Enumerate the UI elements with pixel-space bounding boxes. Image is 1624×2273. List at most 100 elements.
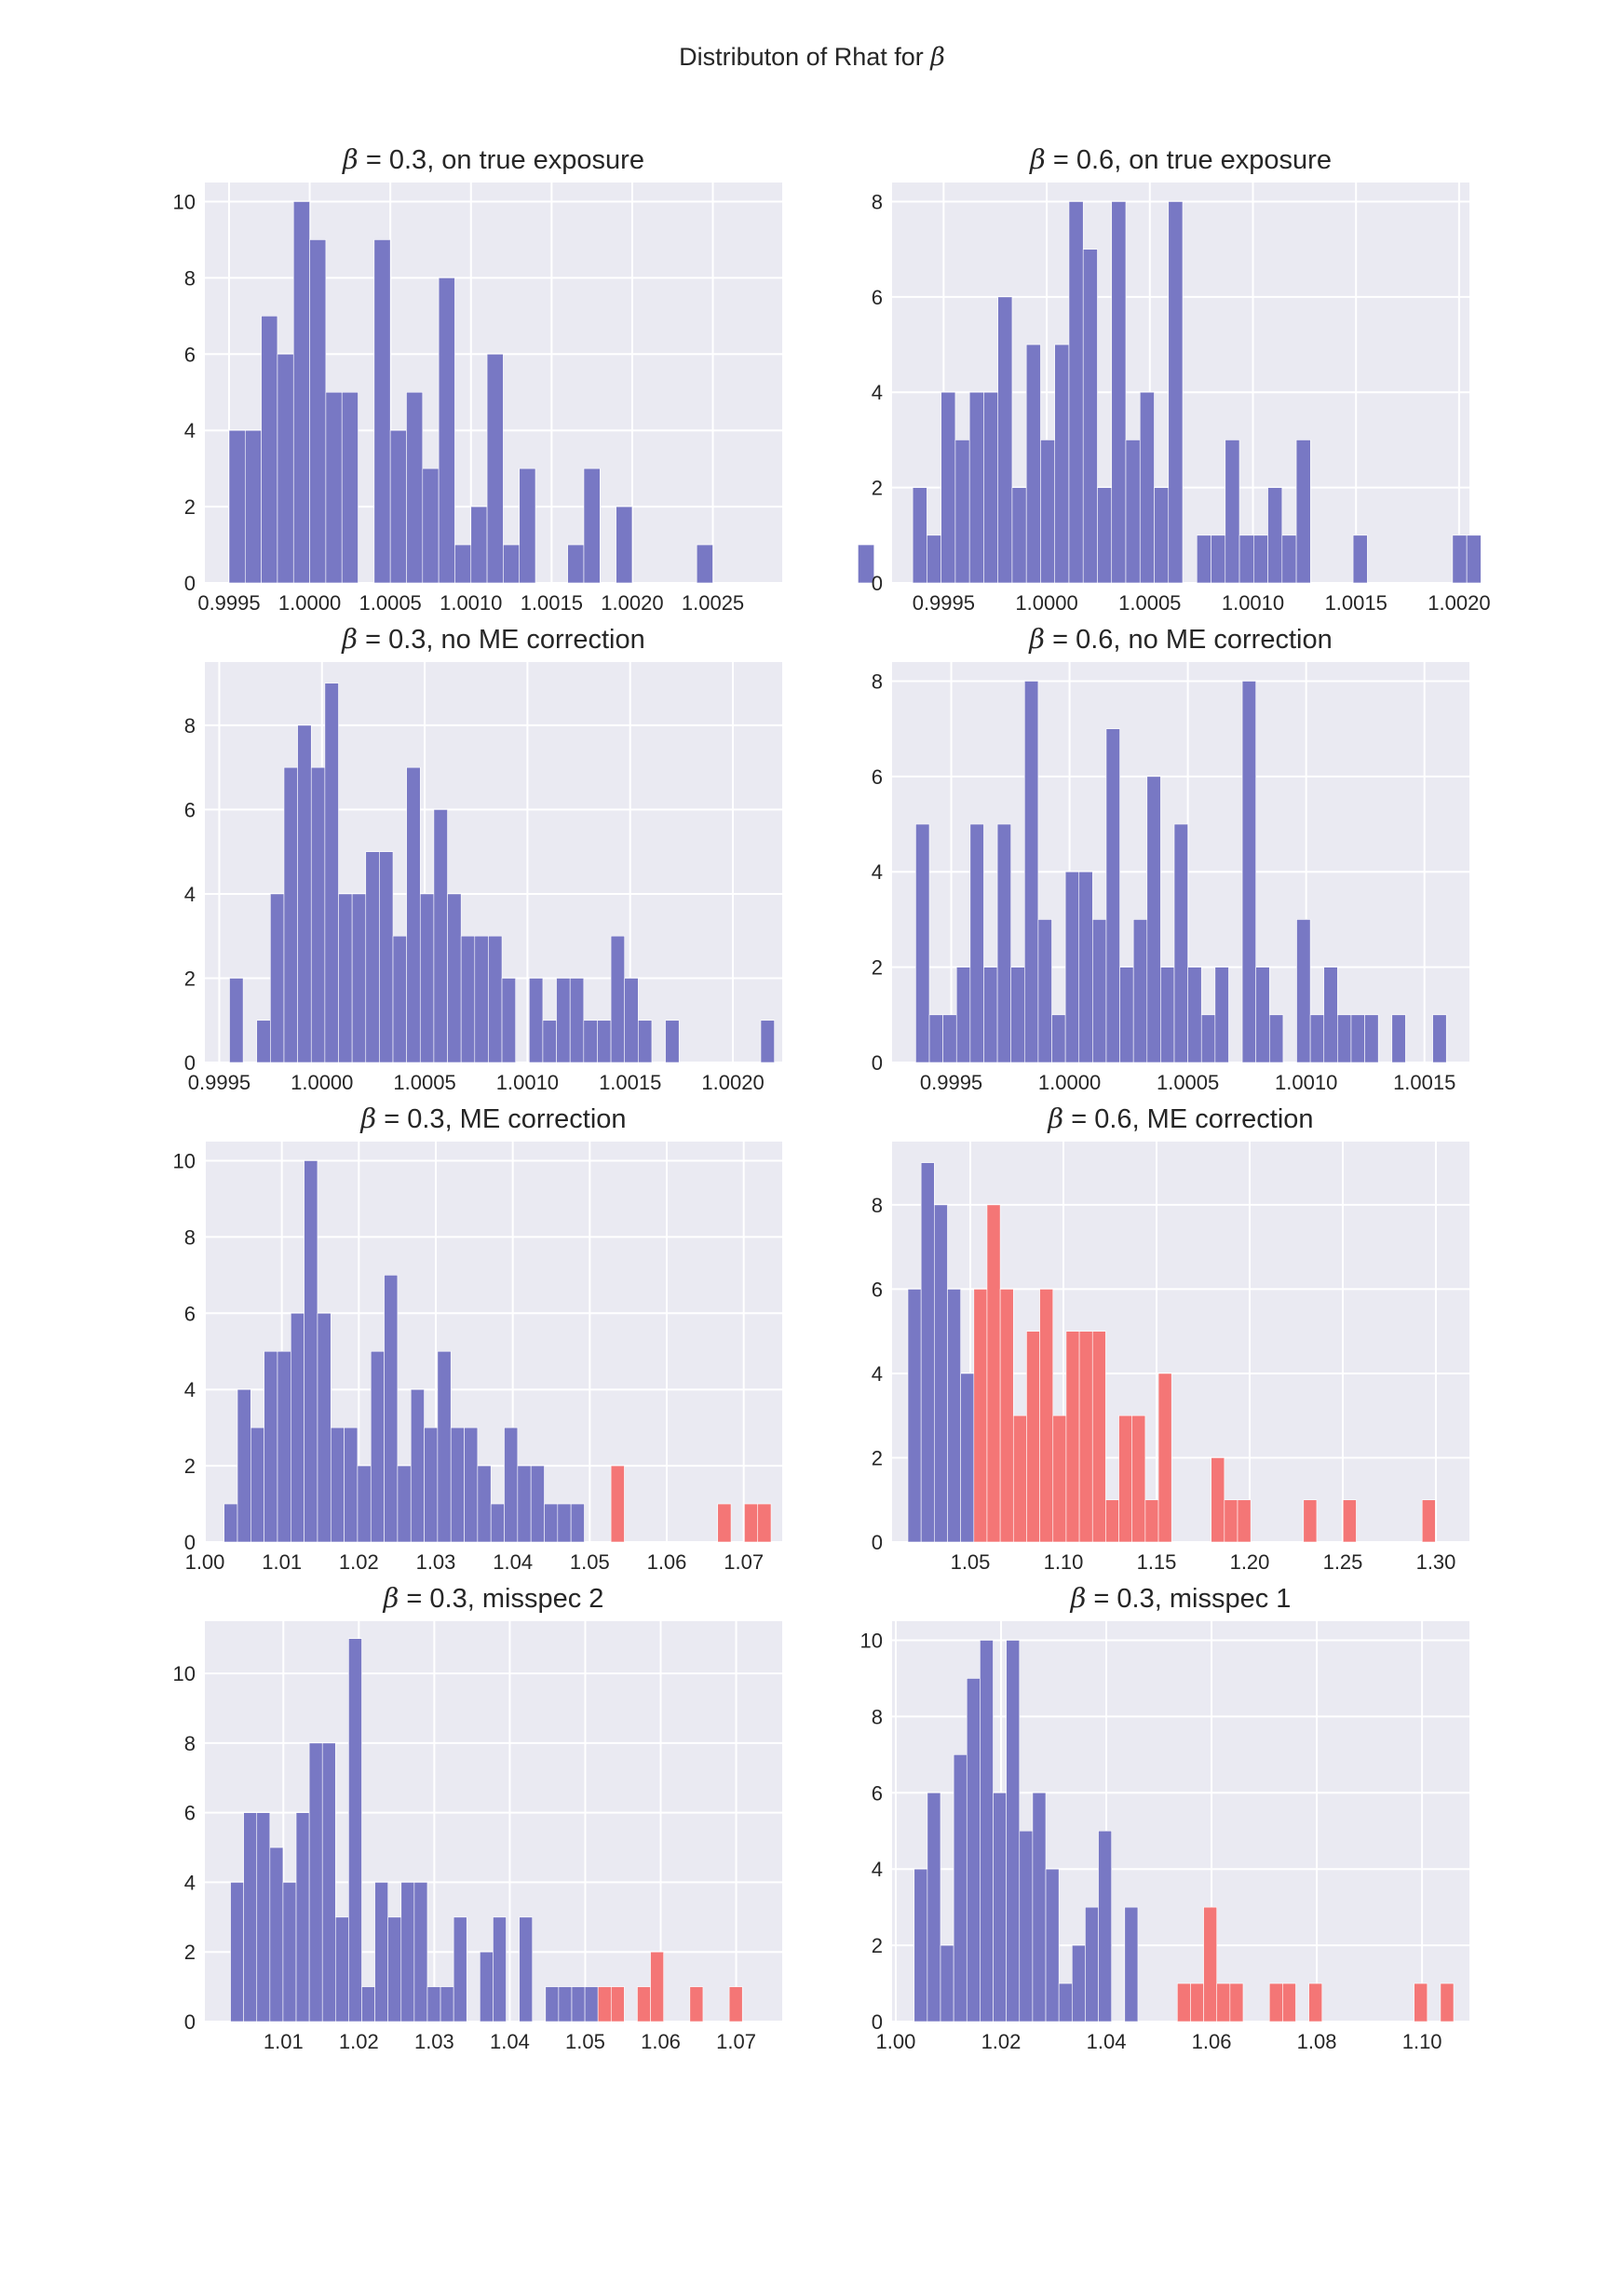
histogram-bar bbox=[1352, 534, 1368, 584]
histogram-bar-high-rhat bbox=[637, 1986, 651, 2023]
histogram-bar bbox=[1097, 487, 1113, 584]
histogram-bar bbox=[309, 239, 327, 584]
histogram-bar bbox=[341, 391, 359, 584]
histogram-bar bbox=[597, 1020, 612, 1063]
histogram-bar bbox=[261, 316, 278, 584]
histogram-bar-high-rhat bbox=[1065, 1331, 1080, 1543]
histogram-bar bbox=[454, 544, 472, 584]
histogram-bar bbox=[665, 1020, 680, 1063]
histogram-bar bbox=[696, 544, 713, 584]
histogram-bar bbox=[228, 429, 246, 584]
histogram-bar bbox=[413, 1882, 428, 2023]
histogram-bar bbox=[325, 391, 343, 584]
histogram-bar-high-rhat bbox=[1052, 1414, 1067, 1543]
histogram-panel-me-correction-beta-0.3: 1.00 1.01 1.02 1.03 1.04 1.05 1.06 1.07 0 2 4 6 8 10 β… bbox=[173, 1103, 782, 1574]
panel-title-value: = 0.6 bbox=[1045, 625, 1113, 655]
suptitle-text: Distributon of Rhat for bbox=[679, 43, 924, 71]
histogram-bar bbox=[244, 429, 262, 584]
x-tick-label: 1.00 bbox=[185, 1550, 225, 1574]
x-tick-label: 1.0010 bbox=[496, 1071, 559, 1094]
histogram-bar-high-rhat bbox=[1203, 1906, 1218, 2023]
histogram-bar bbox=[542, 1020, 557, 1063]
histogram-bar-high-rhat bbox=[999, 1289, 1014, 1543]
y-tick-label: 10 bbox=[173, 1662, 196, 1685]
panel-title-label: , ME correction bbox=[445, 1104, 627, 1134]
x-tick-label: 0.9995 bbox=[188, 1071, 250, 1094]
histogram-bar bbox=[460, 935, 476, 1063]
histogram-bar bbox=[947, 1289, 961, 1543]
panel-title-value: = 0.3 bbox=[1086, 1584, 1154, 1614]
panel-title-label: , on true exposure bbox=[426, 145, 644, 175]
histogram-bar bbox=[914, 1868, 928, 2023]
histogram-bar bbox=[969, 823, 984, 1063]
histogram-bar bbox=[477, 1465, 492, 1543]
histogram-bar-high-rhat bbox=[728, 1986, 743, 2023]
histogram-bar bbox=[335, 1916, 349, 2023]
histogram-bar-high-rhat bbox=[610, 1986, 625, 2023]
histogram-bar bbox=[406, 391, 424, 584]
histogram-bar bbox=[488, 935, 503, 1063]
histogram-bar bbox=[1154, 487, 1170, 584]
histogram-bar bbox=[858, 544, 875, 584]
x-tick-label: 1.08 bbox=[1297, 2030, 1337, 2053]
histogram-bar bbox=[583, 467, 601, 584]
histogram-bar bbox=[1432, 1014, 1447, 1063]
histogram-bar bbox=[283, 766, 298, 1063]
histogram-bar bbox=[277, 1350, 291, 1543]
y-tick-label: 2 bbox=[184, 1941, 196, 1964]
panel-title-symbol: β bbox=[359, 1103, 376, 1134]
x-tick-label: 1.02 bbox=[339, 1550, 379, 1574]
histogram-bar bbox=[480, 1951, 494, 2023]
x-tick-label: 1.0015 bbox=[1325, 591, 1387, 615]
histogram-bar bbox=[357, 1465, 372, 1543]
histogram-bar bbox=[1160, 967, 1175, 1063]
y-tick-label: 4 bbox=[184, 419, 196, 442]
histogram-bar bbox=[993, 1792, 1007, 2023]
histogram-bar-high-rhat bbox=[1342, 1499, 1357, 1543]
histogram-bar bbox=[1119, 967, 1134, 1063]
histogram-bar bbox=[968, 391, 984, 584]
histogram-bar bbox=[1037, 919, 1052, 1063]
histogram-bar bbox=[440, 1986, 454, 2023]
histogram-bar bbox=[447, 893, 462, 1063]
histogram-bar bbox=[927, 534, 941, 584]
y-tick-label: 10 bbox=[860, 1629, 883, 1652]
x-tick-label: 1.30 bbox=[1416, 1550, 1456, 1574]
x-tick-label: 1.0015 bbox=[599, 1071, 661, 1094]
histogram-bar bbox=[1111, 201, 1127, 584]
panel-title-value: = 0.3 bbox=[376, 1104, 444, 1134]
histogram-bar bbox=[1078, 871, 1093, 1063]
histogram-bar bbox=[966, 1678, 981, 2023]
histogram-bar bbox=[616, 506, 633, 584]
x-tick-label: 1.02 bbox=[339, 2030, 379, 2053]
histogram-bar-high-rhat bbox=[973, 1289, 988, 1543]
x-tick-label: 1.04 bbox=[490, 2030, 530, 2053]
histogram-bar bbox=[256, 1020, 271, 1063]
histogram-bar bbox=[915, 823, 930, 1063]
histogram-bar bbox=[558, 1986, 573, 2023]
histogram-bar bbox=[954, 440, 970, 584]
histogram-bar bbox=[373, 239, 391, 584]
y-tick-label: 6 bbox=[872, 1781, 883, 1805]
histogram-bar-high-rhat bbox=[1224, 1499, 1238, 1543]
y-tick-label: 8 bbox=[184, 1732, 196, 1755]
histogram-bar-high-rhat bbox=[610, 1465, 625, 1543]
histogram-bar bbox=[397, 1465, 412, 1543]
histogram-bar bbox=[996, 823, 1011, 1063]
histogram-bar bbox=[282, 1882, 297, 2023]
histogram-bar-high-rhat bbox=[689, 1986, 704, 2023]
histogram-panel-no-me-correction-beta-0.3: 0.9995 1.0000 1.0005 1.0010 1.0015 1.0020 0 2 4 6… bbox=[184, 623, 782, 1094]
histogram-bar bbox=[297, 724, 312, 1063]
panel-title-label: , no ME correction bbox=[1113, 625, 1332, 655]
histogram-bar bbox=[1214, 967, 1229, 1063]
histogram-bar bbox=[504, 1427, 519, 1543]
histogram-bar bbox=[584, 1986, 599, 2023]
panel-title-symbol: β bbox=[1029, 143, 1046, 175]
histogram-panel-true-exposure-beta-0.3: 0.9995 1.0000 1.0005 1.0010 1.0015 1.0020 1.00… bbox=[173, 143, 875, 615]
x-tick-label: 1.0000 bbox=[291, 1071, 353, 1094]
panel-title-label: , no ME correction bbox=[426, 625, 644, 655]
histogram-bar bbox=[517, 1465, 532, 1543]
histogram-bar-high-rhat bbox=[1177, 1982, 1191, 2023]
histogram-bar-high-rhat bbox=[1039, 1289, 1054, 1543]
histogram-bar bbox=[927, 1792, 941, 2023]
